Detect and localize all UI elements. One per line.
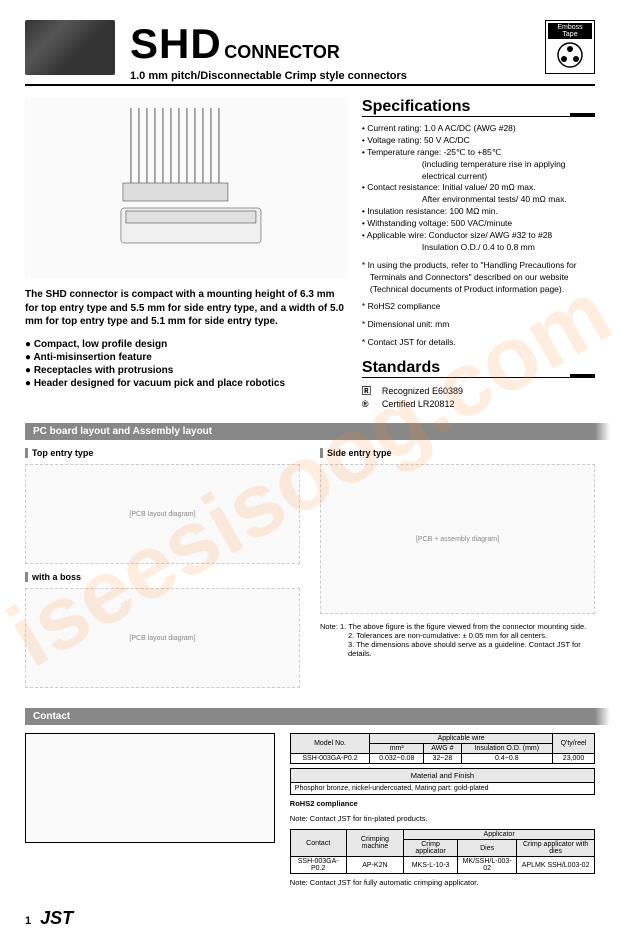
side-entry-label: Side entry type — [320, 448, 595, 458]
ul-icon: 🅁 — [362, 384, 378, 397]
th: Dies — [457, 840, 516, 857]
spec-item: Insulation resistance: 100 MΩ min. — [362, 206, 595, 218]
usage-note: * Dimensional unit: mm — [362, 319, 595, 331]
contact-diagram — [25, 733, 275, 843]
td: AP-K2N — [346, 857, 404, 874]
th: Contact — [290, 830, 346, 857]
title-sub: CONNECTOR — [224, 42, 340, 62]
page-title: SHD CONNECTOR — [130, 20, 530, 68]
header: SHD CONNECTOR 1.0 mm pitch/Disconnectabl… — [25, 20, 595, 86]
title-main: SHD — [130, 20, 222, 67]
td: SSH-003GA-P0.2 — [290, 857, 346, 874]
th: AWG # — [424, 744, 461, 754]
spec-item: Current rating: 1.0 A AC/DC (AWG #28) — [362, 123, 595, 135]
description: The SHD connector is compact with a moun… — [25, 288, 347, 329]
feature-item: Anti-misinsertion feature — [25, 352, 347, 363]
td: APLMK SSH/L003-02 — [517, 857, 595, 874]
usage-note: * Contact JST for details. — [362, 337, 595, 349]
th: Applicable wire — [370, 734, 553, 744]
standard-item: 🅁 Recognized E60389 — [362, 384, 595, 397]
material-header: Material and Finish — [290, 768, 595, 783]
standards-heading: Standards — [362, 359, 595, 378]
rohs-label: RoHS2 compliance — [290, 799, 595, 808]
tin-note: Note: Contact JST for tin-plated product… — [290, 814, 595, 823]
material-content: Phosphor bronze, nickel-undercoated, Mat… — [290, 783, 595, 795]
product-photo — [25, 20, 115, 75]
th: Crimp applicator with dies — [517, 840, 595, 857]
spec-item: Withstanding voltage: 500 VAC/minute — [362, 218, 595, 230]
top-entry-diagram: [PCB layout diagram] — [25, 464, 300, 564]
boss-diagram: [PCB layout diagram] — [25, 588, 300, 688]
side-entry-diagram: [PCB + assembly diagram] — [320, 464, 595, 614]
specs-heading: Specifications — [362, 98, 595, 117]
top-entry-label: Top entry type — [25, 448, 300, 458]
boss-label: with a boss — [25, 572, 300, 582]
specs-list: Contact resistance: Initial value/ 20 mΩ… — [362, 182, 595, 194]
spec-item: Voltage rating: 50 V AC/DC — [362, 135, 595, 147]
th: Applicator — [404, 830, 595, 840]
td: 32~28 — [424, 754, 461, 764]
td: SSH-003GA-P0.2 — [290, 754, 369, 764]
feature-item: Receptacles with protrusions — [25, 365, 347, 376]
feature-item: Header designed for vacuum pick and plac… — [25, 378, 347, 389]
td: 23,000 — [553, 754, 595, 764]
contact-heading: Contact — [25, 708, 595, 725]
brand-logo: JST — [40, 908, 73, 928]
spec-note: After environmental tests/ 40 mΩ max. — [362, 194, 595, 206]
standard-text: Recognized E60389 — [382, 386, 463, 396]
layout-notes: Note: 1. The above figure is the figure … — [320, 622, 595, 658]
connector-illustration — [25, 98, 347, 278]
note-item: Note: 1. The above figure is the figure … — [320, 622, 595, 631]
wire-table: Model No.Applicable wireQ'ty/reel mm²AWG… — [290, 733, 595, 764]
auto-note: Note: Contact JST for fully automatic cr… — [290, 878, 595, 887]
specs-list: Insulation resistance: 100 MΩ min. Withs… — [362, 206, 595, 242]
subtitle: 1.0 mm pitch/Disconnectable Crimp style … — [130, 70, 530, 82]
usage-note: * In using the products, refer to "Handl… — [362, 260, 595, 296]
th: Crimping machine — [346, 830, 404, 857]
th: Insulation O.D. (mm) — [461, 744, 552, 754]
spec-note: (including temperature rise in applying — [362, 159, 595, 171]
pcb-heading: PC board layout and Assembly layout — [25, 423, 595, 440]
td: 0.4~0.8 — [461, 754, 552, 764]
note-item: 3. The dimensions above should serve as … — [320, 640, 595, 658]
th: Model No. — [290, 734, 369, 754]
applicator-table: ContactCrimping machineApplicator Crimp … — [290, 829, 595, 874]
note-item: 2. Tolerances are non-cumulative: ± 0.05… — [320, 631, 595, 640]
td: MKS-L-10-3 — [404, 857, 458, 874]
reel-icon — [548, 39, 592, 71]
th: Q'ty/reel — [553, 734, 595, 754]
spec-item: Applicable wire: Conductor size/ AWG #32… — [362, 230, 595, 242]
spec-item: Contact resistance: Initial value/ 20 mΩ… — [362, 182, 595, 194]
td: 0.032~0.08 — [370, 754, 424, 764]
features-list: Compact, low profile design Anti-misinse… — [25, 339, 347, 389]
standard-item: ® Certified LR20812 — [362, 399, 595, 409]
standard-text: Certified LR20812 — [382, 399, 455, 409]
page-number: 1 — [25, 915, 31, 927]
usage-note: * RoHS2 compliance — [362, 301, 595, 313]
feature-item: Compact, low profile design — [25, 339, 347, 350]
emboss-label: Emboss Tape — [548, 23, 592, 39]
specs-list: Current rating: 1.0 A AC/DC (AWG #28) Vo… — [362, 123, 595, 159]
spec-item: Temperature range: -25℃ to +85℃ — [362, 147, 595, 159]
th: Crimp applicator — [404, 840, 458, 857]
spec-note: Insulation O.D./ 0.4 to 0.8 mm — [362, 242, 595, 254]
footer: 1 JST — [25, 908, 595, 929]
csa-icon: ® — [362, 399, 378, 409]
emboss-badge: Emboss Tape — [545, 20, 595, 74]
spec-note: electrical current) — [362, 171, 595, 183]
th: mm² — [370, 744, 424, 754]
td: MK/SSH/L-003-02 — [457, 857, 516, 874]
